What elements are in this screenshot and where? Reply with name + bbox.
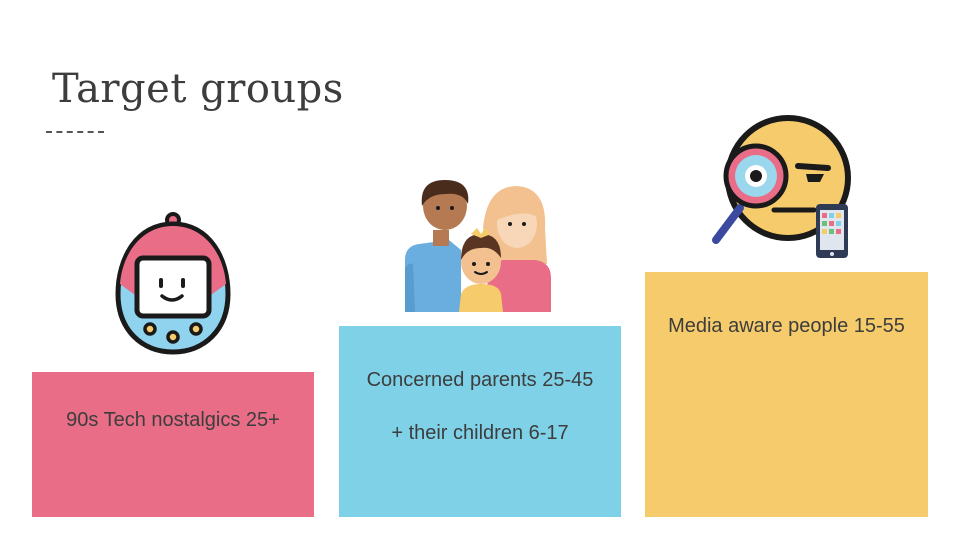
group-label-parents-line1: Concerned parents 25-45 xyxy=(366,369,594,391)
group-label-parents-line2: + their children 6-17 xyxy=(391,422,569,444)
group-label-nostalgics: 90s Tech nostalgics 25+ xyxy=(66,409,280,431)
group-label-media: Media aware people 15-55 xyxy=(668,315,905,337)
group-box-parents: Concerned parents 25-45 + their children… xyxy=(339,326,621,517)
group-box-media: Media aware people 15-55 xyxy=(645,272,928,517)
suspicious-emoji-magnifier-icon xyxy=(712,115,851,258)
tamagotchi-icon xyxy=(115,212,231,355)
title-underline xyxy=(46,131,104,133)
family-icon xyxy=(405,180,551,312)
slide-title: Target groups xyxy=(52,66,344,112)
group-box-nostalgics: 90s Tech nostalgics 25+ xyxy=(32,372,314,517)
